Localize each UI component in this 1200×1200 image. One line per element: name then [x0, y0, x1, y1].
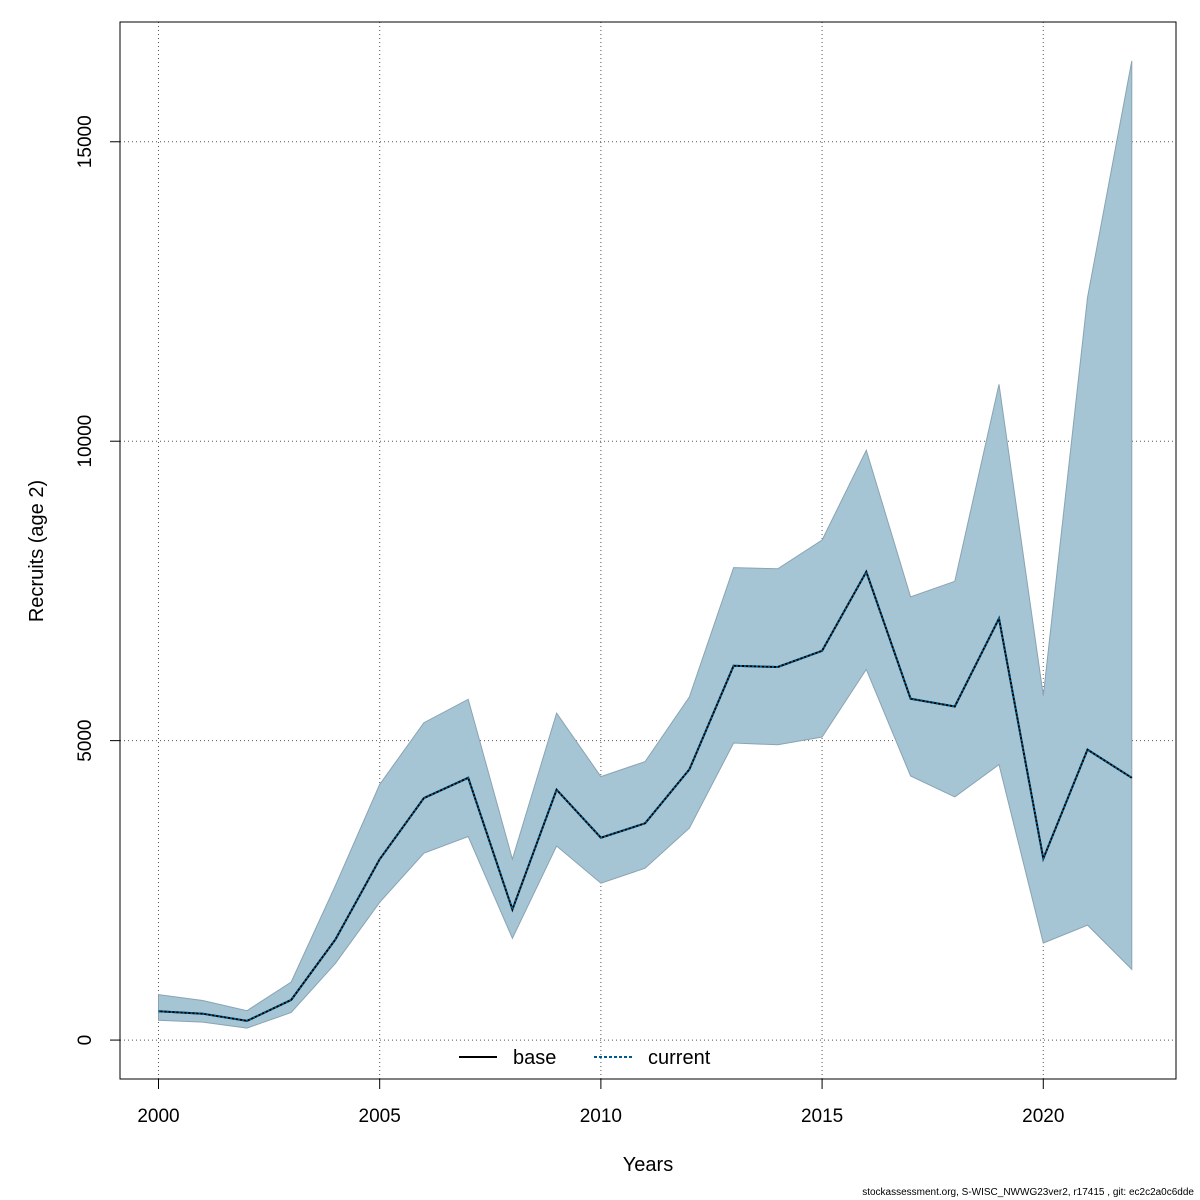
y-tick-label-15000: 15000 — [75, 115, 96, 168]
y-axis: 0 5000 10000 15000 — [75, 115, 121, 1046]
legend-label-base: base — [513, 1047, 556, 1069]
y-axis-title: Recruits (age 2) — [26, 480, 48, 622]
y-tick-label-0: 0 — [75, 1035, 96, 1046]
x-axis: 2000 2005 2010 2015 2020 — [137, 1078, 1064, 1127]
x-axis-title: Years — [623, 1154, 673, 1176]
legend: base current — [459, 1047, 711, 1069]
footer-caption: stockassessment.org, S-WISC_NWWG23ver2, … — [862, 1187, 1194, 1198]
confidence-band — [158, 60, 1133, 1029]
legend-label-current: current — [648, 1047, 711, 1069]
x-tick-label-2005: 2005 — [359, 1106, 401, 1127]
x-tick-label-2020: 2020 — [1022, 1106, 1064, 1127]
y-tick-label-5000: 5000 — [75, 719, 96, 761]
grid — [120, 22, 1176, 1079]
y-tick-label-10000: 10000 — [75, 415, 96, 468]
x-tick-label-2015: 2015 — [801, 1106, 843, 1127]
series-line-base — [158, 569, 1133, 1022]
x-tick-label-2000: 2000 — [137, 1106, 179, 1127]
x-tick-label-2010: 2010 — [580, 1106, 622, 1127]
